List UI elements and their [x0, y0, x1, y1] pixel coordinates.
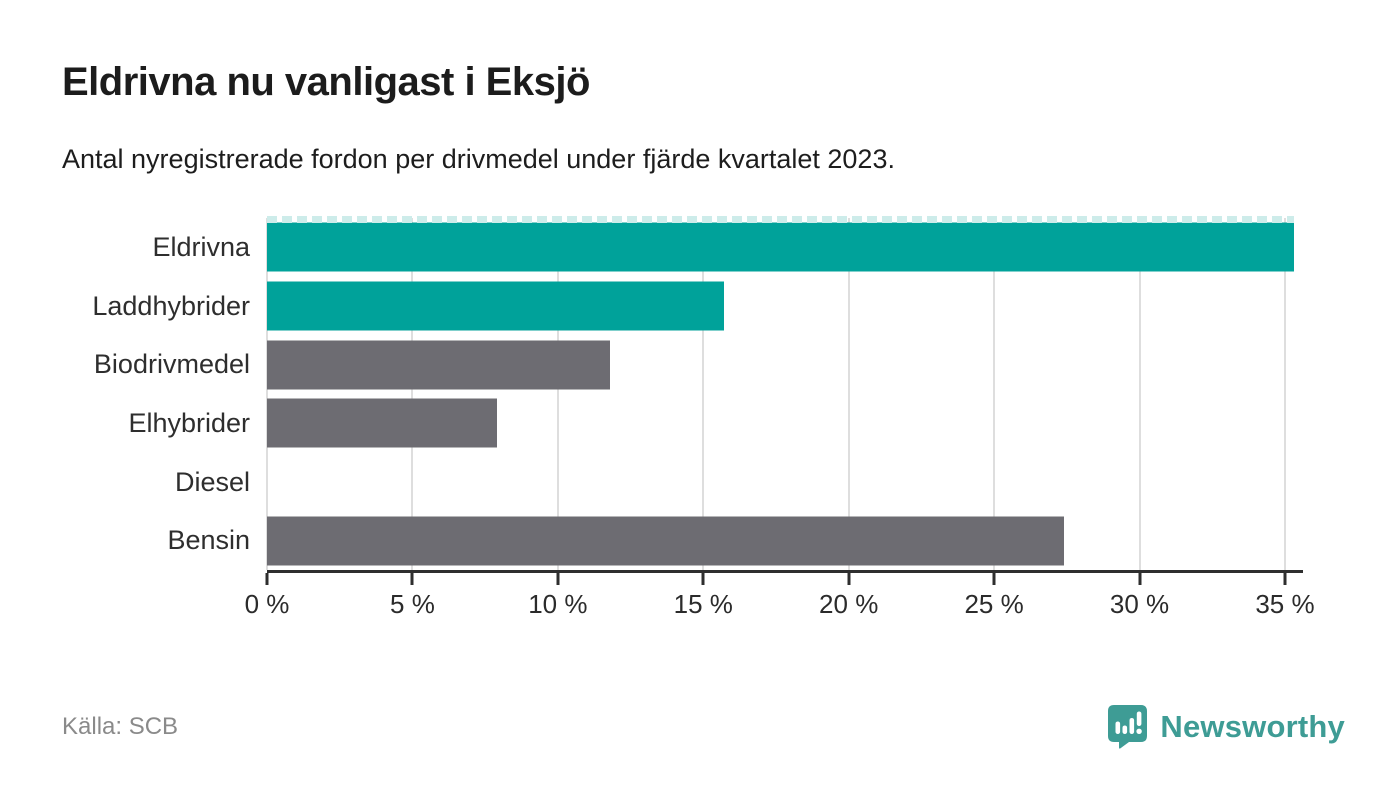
footer: Källa: SCB Newsworthy	[62, 704, 1345, 749]
gridline	[702, 218, 705, 570]
gridline	[411, 218, 414, 570]
x-axis-tick	[1138, 573, 1142, 585]
x-axis-line	[267, 570, 1303, 573]
x-axis-tick-label: 35 %	[1255, 589, 1315, 619]
gridline	[993, 218, 996, 570]
category-label: Elhybrider	[128, 407, 250, 438]
chart-row: Laddhybrider	[62, 277, 1303, 336]
x-axis: 0 % 5 % 10 % 15 % 20 % 25 % 30 % 35 %	[245, 570, 1315, 619]
bar	[267, 222, 1294, 272]
chart-subtitle: Antal nyregistrerade fordon per drivmede…	[62, 144, 895, 174]
chart-row: Diesel	[62, 453, 1303, 512]
chart-row: Biodrivmedel	[62, 335, 1303, 394]
gridlines-layer	[266, 218, 1303, 570]
x-axis-tick-label: 25 %	[964, 589, 1024, 619]
bar	[267, 516, 1064, 566]
chart-rows: Eldrivna Laddhybrider Biodrivmedel Elhybrid…	[62, 215, 1303, 570]
chart-row: Eldrivna	[62, 215, 1303, 277]
gridline	[1283, 218, 1286, 570]
bar-track	[267, 453, 1303, 512]
x-axis-tick-label: 15 %	[673, 589, 733, 619]
x-axis-tick	[1283, 573, 1287, 585]
x-axis-tick-label: 30 %	[1109, 589, 1170, 619]
bar	[267, 281, 724, 331]
bar	[267, 398, 497, 448]
x-axis-tick	[556, 573, 560, 585]
category-label: Diesel	[174, 466, 250, 497]
bar-track	[267, 511, 1303, 570]
newsworthy-logo-text: Newsworthy	[1160, 708, 1345, 744]
x-axis-tick	[847, 573, 851, 585]
category-label: Bensin	[167, 525, 250, 556]
bar-track	[267, 335, 1303, 394]
page-title: Eldrivna nu vanligast i Eksjö	[62, 60, 590, 104]
category-label: Eldrivna	[152, 231, 250, 262]
gridline	[1138, 218, 1141, 570]
bar-track	[267, 215, 1303, 277]
category-label: Laddhybrider	[92, 290, 250, 321]
bar-track	[267, 277, 1303, 336]
bar-chart: Eldrivna Laddhybrider Biodrivmedel Elhybrid…	[62, 215, 1315, 619]
chart-row: Elhybrider	[62, 394, 1303, 453]
x-axis-tick-label: 0 %	[244, 589, 290, 619]
gridline	[266, 218, 268, 570]
x-axis-tick-label: 10 %	[528, 589, 588, 619]
gridline	[847, 218, 850, 570]
x-axis-tick	[265, 573, 269, 585]
bar-track	[267, 394, 1303, 453]
newsworthy-bubble-chart-icon	[1107, 704, 1148, 749]
x-axis-tick-label: 5 %	[390, 589, 435, 619]
category-label: Biodrivmedel	[93, 349, 250, 380]
source-note: Källa: SCB	[62, 712, 179, 740]
newsworthy-logo: Newsworthy	[1107, 704, 1345, 749]
cutoff-dashes	[267, 215, 1294, 223]
gridline	[556, 218, 559, 570]
bar	[267, 340, 611, 390]
x-axis-tick	[410, 573, 414, 585]
x-axis-tick-label: 20 %	[819, 589, 879, 619]
chart-row: Bensin	[62, 511, 1303, 570]
x-axis-tick	[701, 573, 705, 585]
x-axis-tick	[992, 573, 996, 585]
